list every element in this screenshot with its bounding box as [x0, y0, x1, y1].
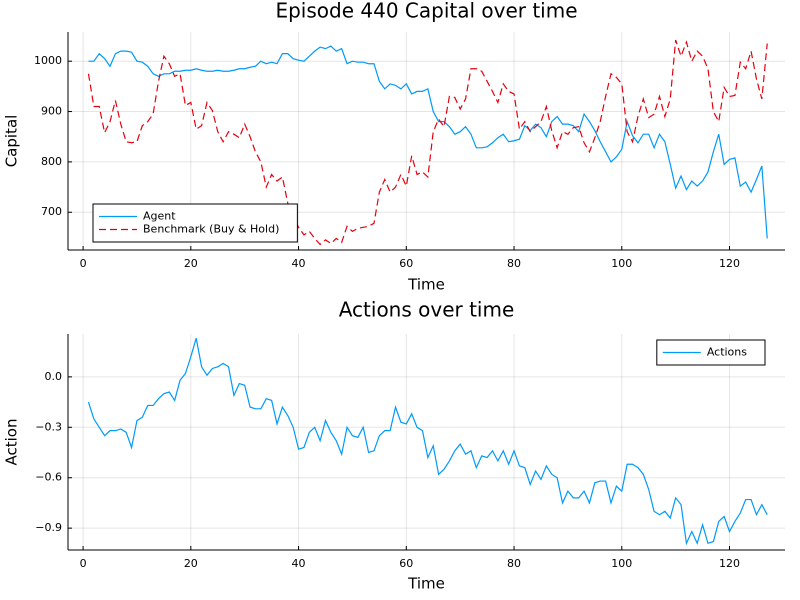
x-axis-label: Time — [407, 276, 445, 294]
series-line — [88, 45, 768, 239]
x-tick-label: 80 — [507, 557, 521, 570]
y-tick-label: −0.9 — [35, 521, 62, 534]
y-tick-label: 700 — [41, 205, 62, 218]
series-line — [87, 39, 768, 246]
x-tick-label: 60 — [399, 257, 413, 270]
x-tick-label: 0 — [80, 257, 87, 270]
chart-title: Actions over time — [339, 298, 515, 322]
legend-label: Agent — [143, 210, 176, 223]
x-tick-label: 20 — [184, 257, 198, 270]
y-tick-label: 1000 — [34, 54, 62, 67]
y-tick-label: −0.6 — [35, 471, 62, 484]
x-tick-label: 60 — [399, 557, 413, 570]
x-tick-label: 40 — [292, 257, 306, 270]
chart-title: Episode 440 Capital over time — [275, 0, 577, 23]
x-tick-label: 120 — [719, 557, 740, 570]
x-axis-label: Time — [407, 575, 445, 593]
y-tick-label: −0.3 — [35, 420, 62, 433]
x-tick-label: 0 — [80, 557, 87, 570]
y-tick-label: 800 — [41, 155, 62, 168]
x-tick-label: 120 — [719, 257, 740, 270]
y-axis-label: Capital — [3, 115, 21, 168]
legend-box — [92, 203, 298, 243]
legend-label: Actions — [707, 346, 747, 359]
x-tick-label: 100 — [611, 257, 632, 270]
legend-label: Benchmark (Buy & Hold) — [143, 223, 279, 236]
series-line — [87, 338, 768, 546]
x-tick-label: 100 — [611, 557, 632, 570]
x-tick-label: 40 — [292, 557, 306, 570]
y-axis-label: Action — [3, 419, 21, 466]
legend: Actions — [656, 339, 766, 366]
y-tick-label: 0.0 — [45, 370, 63, 383]
x-tick-label: 80 — [507, 257, 521, 270]
y-tick-label: 900 — [41, 105, 62, 118]
x-tick-label: 20 — [184, 557, 198, 570]
